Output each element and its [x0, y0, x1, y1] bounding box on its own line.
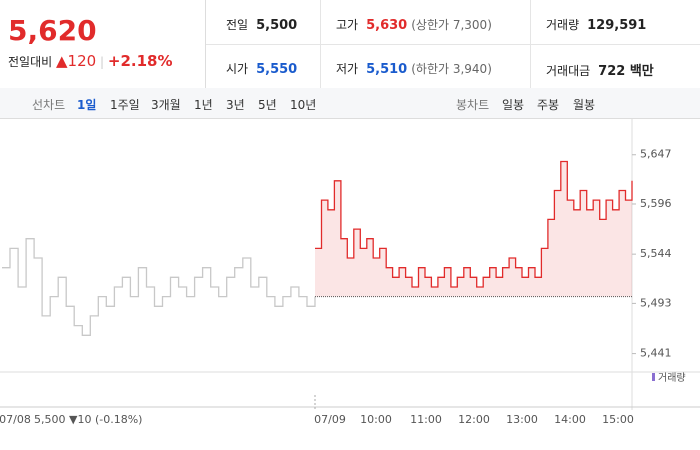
change-rate: +2.18%: [107, 52, 173, 70]
summary-value: 5,550: [256, 62, 298, 77]
summary-item: 전일 5,500: [226, 16, 297, 33]
x-tick-label: 12:00: [458, 413, 490, 426]
candle-tab[interactable]: 주봉: [537, 98, 560, 112]
candle-tab[interactable]: 일봉: [502, 98, 525, 112]
summary-panel: 5,620 전일대비 ▲120 | +2.18% 전일 5,500 고가 5,630(…: [0, 0, 700, 89]
y-tick-label: 5,441: [640, 347, 672, 360]
y-tick-label: 5,596: [640, 197, 672, 210]
summary-item: 거래대금 722 백만: [546, 60, 654, 79]
summary-label: 거래량: [546, 18, 580, 32]
summary-item: 저가 5,510 (하한가 3,940): [336, 60, 492, 77]
y-tick-label: 5,544: [640, 247, 672, 260]
y-tick-label: 5,493: [640, 296, 672, 309]
price-box: 5,620 전일대비 ▲120 | +2.18%: [0, 0, 206, 88]
area: [315, 161, 632, 297]
period-tab[interactable]: 1주일: [110, 98, 140, 112]
divider: [530, 0, 531, 88]
divider: [206, 44, 700, 45]
summary-item: 시가 5,550: [226, 60, 297, 77]
divider: [320, 0, 321, 88]
summary-value: 5,500: [256, 18, 298, 33]
tab-label: 선차트: [32, 98, 66, 112]
period-tab[interactable]: 1년: [194, 98, 213, 112]
candle-tab[interactable]: 월봉: [573, 98, 596, 112]
summary-item: 고가 5,630 (상한가 7,300): [336, 16, 492, 33]
tab-label: 봉차트: [456, 98, 490, 112]
y-tick-label: 5,647: [640, 148, 672, 161]
period-tab[interactable]: 3년: [226, 98, 245, 112]
summary-value: 5,630: [366, 18, 408, 33]
x-tick-label: 15:00: [602, 413, 634, 426]
summary-label: 시가: [226, 62, 249, 76]
prev-info: 5,500 ▼10 (-0.18%): [34, 413, 142, 426]
x-tick-label: 11:00: [410, 413, 442, 426]
price-line: [2, 238, 316, 336]
x-tick-label: 10:00: [360, 413, 392, 426]
summary-value: 722 백만: [598, 64, 654, 79]
tab-bar: 선차트 1일 1주일 3개월 1년 3년 5년 10년 봉차트 일봉 주봉 월봉: [0, 88, 700, 119]
change-label: 전일대비: [8, 55, 53, 69]
legend-swatch: [652, 373, 655, 381]
change-value: ▲120: [56, 52, 97, 70]
period-tab[interactable]: 5년: [258, 98, 277, 112]
x-tick-label: 07/09: [314, 413, 346, 426]
summary-label: 거래대금: [546, 64, 591, 78]
summary-value: 129,591: [587, 18, 647, 33]
period-tab[interactable]: 3개월: [151, 98, 181, 112]
summary-value: 5,510: [366, 62, 408, 77]
price: 5,620: [8, 14, 97, 47]
period-tab[interactable]: 1일: [77, 98, 97, 112]
x-tick-label: 14:00: [554, 413, 586, 426]
volume-label: 거래량: [658, 372, 686, 384]
summary-label: 전일: [226, 18, 249, 32]
x-tick-label: 13:00: [506, 413, 538, 426]
summary-note: (상한가 7,300): [411, 18, 492, 32]
summary-item: 거래량 129,591: [546, 16, 646, 33]
change: 전일대비 ▲120 | +2.18%: [8, 52, 173, 70]
x-tick-label: 07/08: [0, 413, 31, 426]
summary-label: 고가: [336, 18, 359, 32]
summary-label: 저가: [336, 62, 359, 76]
period-tab[interactable]: 10년: [290, 98, 317, 112]
summary-note: (하한가 3,940): [411, 62, 492, 76]
price-line: [315, 160, 633, 288]
